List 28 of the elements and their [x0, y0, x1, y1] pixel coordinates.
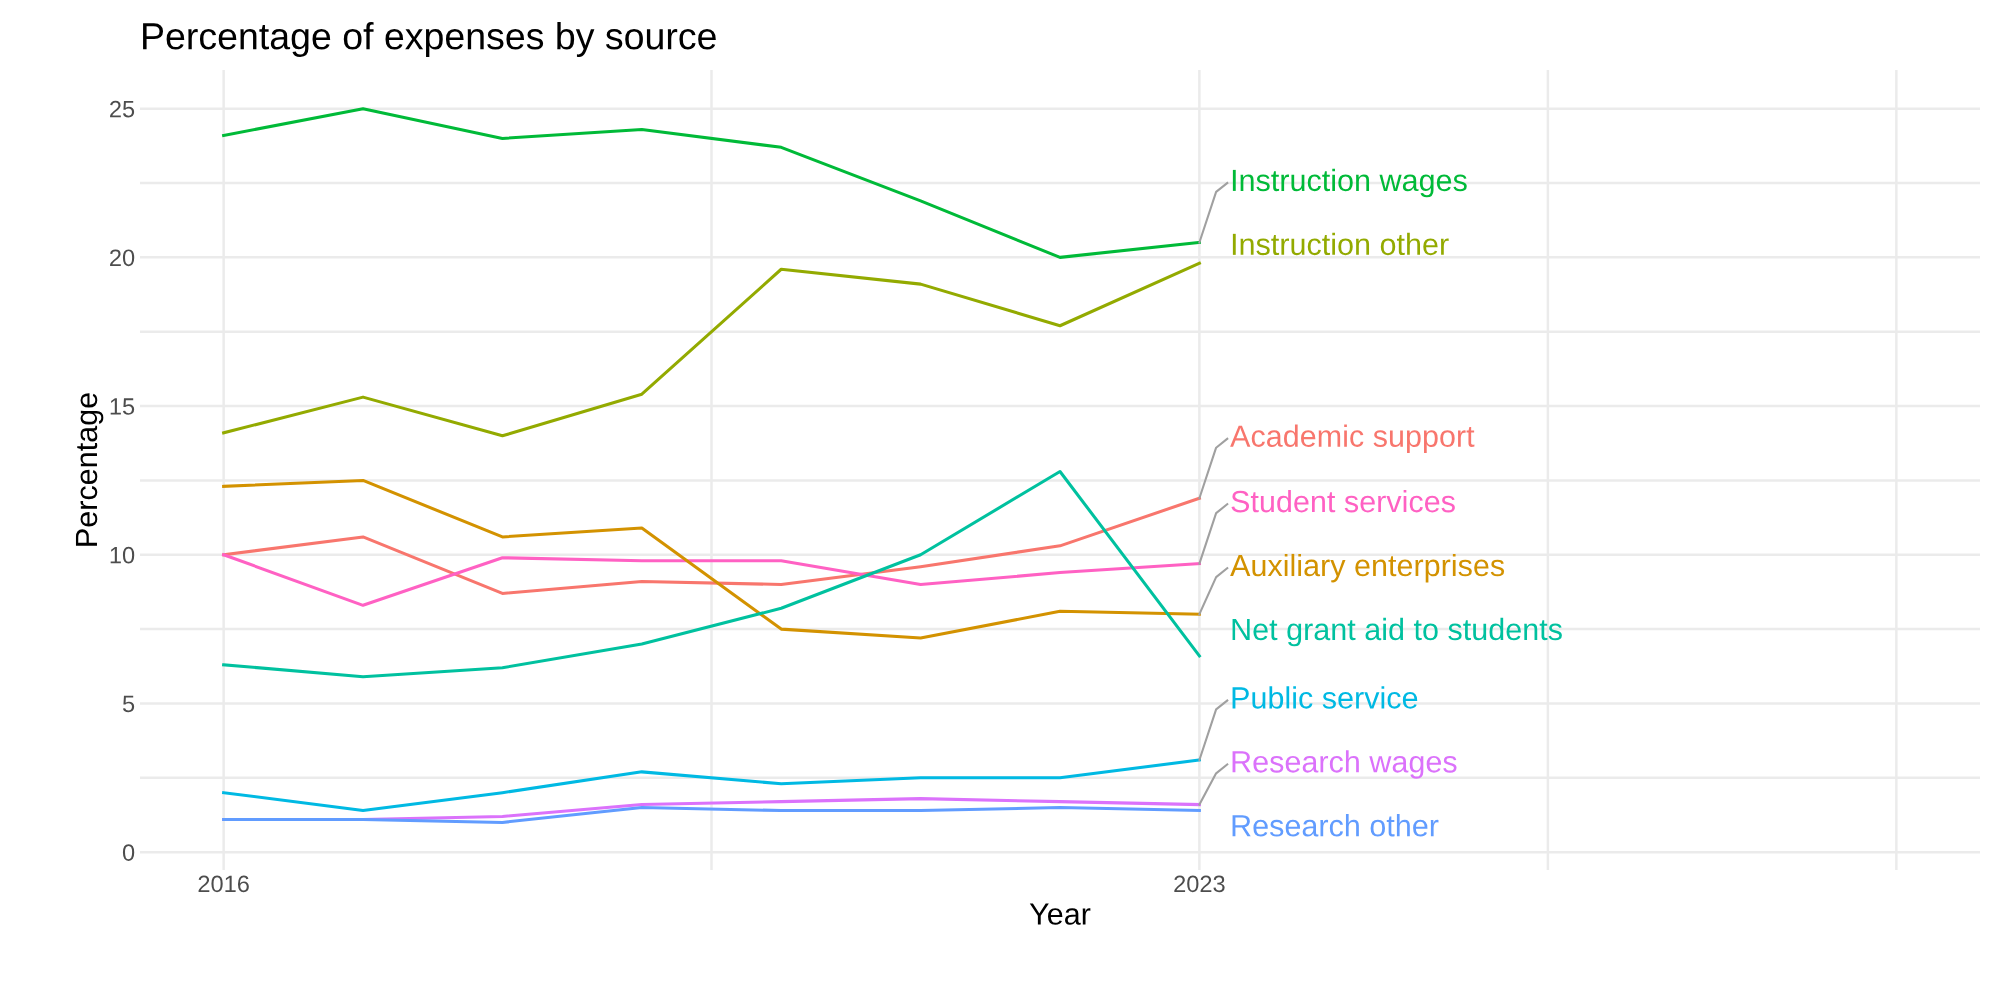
series-label: Auxiliary enterprises — [1230, 553, 1505, 583]
line-series — [222, 496, 1201, 595]
y-tick-label: 25 — [110, 100, 135, 118]
y-axis-title: Percentage — [75, 393, 104, 546]
y-tick-label: 5 — [122, 695, 135, 713]
chart-title: Percentage of expenses by source — [143, 21, 716, 57]
series-label: Instruction wages — [1232, 168, 1467, 198]
line-series — [222, 806, 1201, 824]
series-label: Instruction other — [1232, 232, 1449, 256]
series-label: Student services — [1231, 489, 1455, 513]
series-label: Academic support — [1230, 424, 1475, 454]
series-label: Net grant aid to students — [1232, 617, 1562, 647]
line-series — [222, 478, 1201, 640]
line-series — [222, 758, 1201, 813]
series-label: Research wages — [1232, 750, 1457, 779]
y-tick-label: 10 — [110, 546, 135, 564]
series-label: Public service — [1232, 686, 1418, 709]
line-series — [222, 107, 1201, 259]
x-axis-title: Year — [1029, 903, 1091, 925]
x-tick-label: 2016 — [198, 875, 249, 893]
y-tick-label: 20 — [110, 249, 135, 267]
y-tick-label: 15 — [110, 398, 135, 415]
series-label: Research other — [1232, 814, 1439, 837]
y-tick-label: 0 — [122, 844, 135, 861]
x-tick-label: 2023 — [1174, 875, 1225, 893]
line-series — [222, 469, 1201, 679]
line-series — [222, 553, 1201, 607]
line-series — [222, 261, 1201, 438]
